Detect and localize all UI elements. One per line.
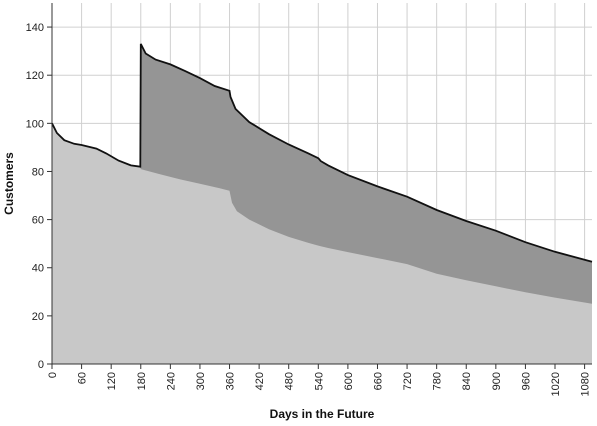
x-tick-label: 360: [225, 372, 237, 390]
y-axis-title: Customers: [2, 152, 16, 215]
x-tick-label: 420: [254, 372, 266, 390]
x-tick-label: 960: [520, 372, 532, 390]
x-tick-label: 540: [313, 372, 325, 390]
x-tick-label: 240: [165, 372, 177, 390]
y-tick-label: 100: [26, 118, 44, 130]
x-tick-label: 480: [284, 372, 296, 390]
x-tick-label: 300: [195, 372, 207, 390]
x-tick-label: 60: [77, 372, 89, 384]
x-tick-label: 0: [47, 372, 59, 378]
x-tick-label: 1080: [580, 372, 592, 396]
x-tick-label: 1020: [550, 372, 562, 396]
y-tick-label: 20: [32, 311, 44, 323]
x-tick-label: 120: [106, 372, 118, 390]
y-tick-label: 120: [26, 70, 44, 82]
plot-frame: [51, 3, 592, 365]
y-tick-label: 140: [26, 22, 44, 34]
y-tick-label: 0: [38, 359, 44, 371]
lower-area-band: [52, 123, 592, 364]
x-tick-label: 840: [461, 372, 473, 390]
x-axis-ticks: 0 60 120 180 240 300 360 420 480 540 600 660 720 780 8…: [47, 364, 592, 396]
y-axis-ticks: 0 20 40 60 80 100 120 140: [26, 22, 52, 371]
x-axis-title: Days in the Future: [270, 407, 375, 421]
y-tick-label: 80: [32, 166, 44, 178]
y-tick-label: 40: [32, 263, 44, 275]
y-tick-label: 60: [32, 215, 44, 227]
x-tick-label: 600: [343, 372, 355, 390]
x-tick-label: 180: [136, 372, 148, 390]
x-tick-label: 780: [432, 372, 444, 390]
total-series-line: [51, 43, 593, 263]
x-tick-label: 660: [372, 372, 384, 390]
x-tick-label: 720: [402, 372, 414, 390]
x-tick-label: 900: [491, 372, 503, 390]
